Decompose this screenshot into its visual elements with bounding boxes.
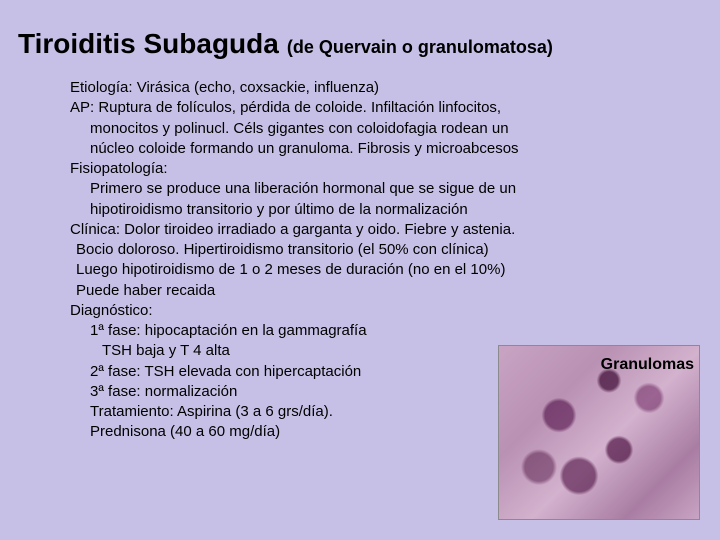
body-line: Puede haber recaida [70,281,702,301]
body-line: Fisiopatología: [70,159,702,179]
slide-title: Tiroiditis Subaguda (de Quervain o granu… [18,28,702,60]
body-line: 1ª fase: hipocaptación en la gammagrafía [70,321,702,341]
body-line: AP: Ruptura de folículos, pérdida de col… [70,98,702,118]
histology-label: Granulomas [601,356,694,374]
body-line: Etiología: Virásica (echo, coxsackie, in… [70,78,702,98]
title-subtitle: (de Quervain o granulomatosa) [287,37,553,58]
body-line: monocitos y polinucl. Céls gigantes con … [70,119,702,139]
body-line: núcleo coloide formando un granuloma. Fi… [70,139,702,159]
body-line: Diagnóstico: [70,301,702,321]
body-line: hipotiroidismo transitorio y por último … [70,200,702,220]
body-line: Primero se produce una liberación hormon… [70,179,702,199]
slide-container: Tiroiditis Subaguda (de Quervain o granu… [0,0,720,540]
title-main: Tiroiditis Subaguda [18,28,279,60]
body-line: Luego hipotiroidismo de 1 o 2 meses de d… [70,260,702,280]
body-line: Bocio doloroso. Hipertiroidismo transito… [70,240,702,260]
body-line: Clínica: Dolor tiroideo irradiado a garg… [70,220,702,240]
